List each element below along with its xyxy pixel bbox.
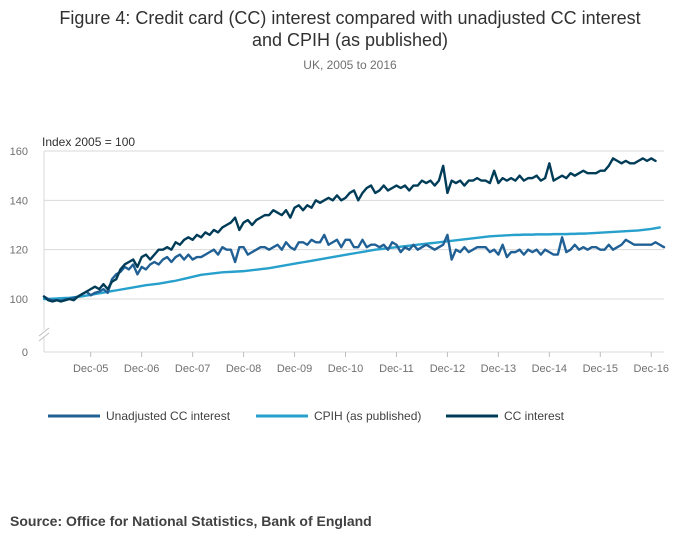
x-tick-label-Dec-10: Dec-10 <box>328 363 363 375</box>
series-line-cpih-as-published <box>42 226 661 301</box>
chart-subtitle: UK, 2005 to 2016 <box>303 58 397 72</box>
y-axis-label: Index 2005 = 100 <box>42 135 135 149</box>
series-line-cc-interest <box>42 157 657 303</box>
source-note: Source: Office for National Statistics, … <box>10 513 372 529</box>
x-tick-label-Dec-09: Dec-09 <box>277 363 312 375</box>
x-tick-label-Dec-14: Dec-14 <box>532 363 567 375</box>
legend-label-cc-interest: CC interest <box>504 409 565 423</box>
chart-title: Figure 4: Credit card (CC) interest comp… <box>0 7 700 51</box>
chart-title-line2: and CPIH (as published) <box>251 30 449 50</box>
y-tick-label-0: 0 <box>22 347 28 359</box>
x-tick-label-Dec-11: Dec-11 <box>379 363 414 375</box>
x-tick-label-Dec-16: Dec-16 <box>634 363 669 375</box>
y-tick-label-100: 100 <box>10 294 28 306</box>
x-tick-label-Dec-08: Dec-08 <box>226 363 261 375</box>
legend-label-unadjusted-cc-interest: Unadjusted CC interest <box>106 409 231 423</box>
legend-item-cpih-as-published: CPIH (as published) <box>256 409 421 423</box>
legend-item-unadjusted-cc-interest: Unadjusted CC interest <box>48 409 231 423</box>
y-tick-label-120: 120 <box>10 245 28 257</box>
legend-item-cc-interest: CC interest <box>446 409 565 423</box>
y-tick-label-140: 140 <box>10 195 28 207</box>
y-tick-label-160: 160 <box>10 146 28 158</box>
x-tick-label-Dec-12: Dec-12 <box>430 363 465 375</box>
x-tick-label-Dec-07: Dec-07 <box>175 363 210 375</box>
x-tick-label-Dec-05: Dec-05 <box>73 363 108 375</box>
axis-break-mark-1 <box>38 327 50 337</box>
axis-break-mark-2 <box>38 332 50 342</box>
x-tick-label-Dec-15: Dec-15 <box>583 363 618 375</box>
series-line-unadjusted-cc-interest <box>42 233 666 302</box>
chart-title-line1: Figure 4: Credit card (CC) interest comp… <box>59 8 641 28</box>
x-tick-label-Dec-13: Dec-13 <box>481 363 516 375</box>
legend-label-cpih-as-published: CPIH (as published) <box>314 409 421 423</box>
x-tick-label-Dec-06: Dec-06 <box>124 363 159 375</box>
